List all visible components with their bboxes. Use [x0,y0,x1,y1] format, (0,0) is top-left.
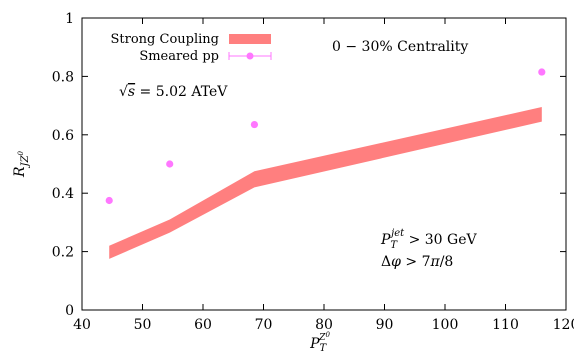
x-tick-label: 120 [553,317,574,333]
y-tick-label: 0.8 [52,69,74,85]
legend-label-strong-coupling: Strong Coupling [111,32,219,47]
smeared-pp-point [538,68,546,76]
x-tick-label: 80 [315,317,333,333]
y-tick-labels: 0 0.2 0.4 0.6 0.8 1 [52,11,74,319]
annotation-centrality: 0 − 30% Centrality [332,39,468,55]
y-tick-label: 1 [65,11,74,27]
legend-swatch-strong-coupling [229,34,271,44]
series-layer [105,68,546,259]
x-tick-label: 50 [134,317,152,333]
annotation-dphi-cut: Δφ > 7π/8 [381,254,453,270]
y-tick-label: 0.6 [52,128,74,144]
y-axis-label: RJZ0 [12,150,31,178]
y-tick-label: 0.2 [52,245,74,261]
strong-coupling-band [109,107,542,259]
annotation-energy: √s = 5.02 ATeV [119,84,228,100]
smeared-pp-point [250,120,259,129]
smeared-pp-point [166,160,174,168]
x-tick-label: 40 [73,317,91,333]
y-tick-label: 0.4 [52,186,74,202]
x-tick-labels: 40 50 60 70 80 90 100 110 120 [73,317,574,333]
x-tick-label: 90 [376,317,394,333]
smeared-pp-point [105,196,113,205]
x-tick-label: 110 [492,317,519,333]
legend-label-smeared-pp: Smeared pp [139,49,219,64]
x-axis-label: PTZ0 [309,331,330,354]
x-tick-label: 70 [255,317,273,333]
y-tick-label: 0 [65,303,74,319]
x-tick-label: 100 [432,317,459,333]
legend-swatch-smeared-pp [228,52,272,60]
legend: Strong Coupling Smeared pp [111,32,272,64]
axis-ticks [81,17,567,311]
x-tick-label: 60 [194,317,212,333]
annotation-pt-jet-cut: PTjet > 30 GeV [380,228,478,251]
